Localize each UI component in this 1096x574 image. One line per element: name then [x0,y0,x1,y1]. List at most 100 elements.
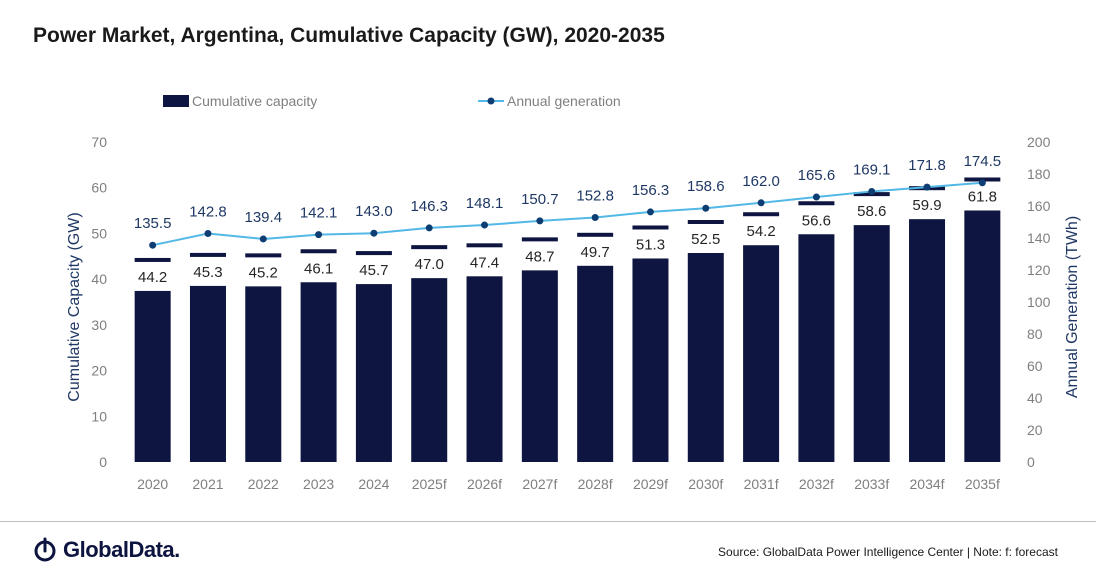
generation-data-label: 158.6 [687,178,725,195]
globaldata-logo-icon [34,537,56,562]
generation-point [149,241,157,249]
capacity-data-label: 49.7 [581,244,610,261]
capacity-data-label: 45.2 [249,264,278,281]
generation-point [646,208,654,216]
y2-tick-label: 200 [1027,134,1051,150]
capacity-data-label: 56.6 [802,212,831,229]
x-tick-label: 2028f [578,476,613,492]
capacity-bar [853,225,890,462]
chart-title: Power Market, Argentina, Cumulative Capa… [33,24,665,47]
generation-data-label: 146.3 [410,198,448,215]
y2-tick-label: 180 [1027,166,1051,182]
generation-data-label: 165.6 [798,167,836,184]
globaldata-logo: GlobalData. [33,537,180,563]
capacity-bar [245,286,282,462]
generation-point [370,229,378,237]
combo-chart: 0 10 20 30 40 50 60 70 0 20 40 60 80 100 120 140 160 180 2… [66,93,1081,492]
capacity-data-label: 46.1 [304,260,333,277]
generation-point [812,193,820,201]
capacity-data-label: 44.2 [138,269,167,286]
generation-data-label: 162.0 [742,173,780,190]
capacity-bar [134,290,171,462]
generation-point [204,230,212,238]
capacity-bar [743,245,780,462]
x-tick-label: 2022 [248,476,279,492]
y-tick-label: 60 [91,180,107,196]
generation-point [591,214,599,222]
capacity-bar [355,284,392,462]
x-tick-label: 2023 [303,476,334,492]
capacity-marker [300,249,337,254]
capacity-data-label: 48.7 [525,248,554,265]
generation-data-label: 148.1 [466,195,504,212]
capacity-bar [964,210,1001,462]
capacity-data-label: 58.6 [857,203,886,220]
capacity-bar [300,282,337,462]
x-tick-label: 2029f [633,476,668,492]
capacity-marker [466,243,503,248]
generation-data-label: 152.8 [576,188,614,205]
capacity-bar [189,285,226,462]
generation-point [536,217,544,225]
generation-line [152,181,983,247]
x-tick-label: 2035f [965,476,1000,492]
generation-point [868,187,876,195]
capacity-data-label: 51.3 [636,236,665,253]
generation-point [315,231,323,239]
generation-data-label: 142.1 [300,205,338,222]
logo-text: GlobalData. [63,537,180,562]
x-tick-label: 2021 [192,476,223,492]
y-tick-label: 20 [91,363,107,379]
y2-tick-label: 20 [1027,422,1043,438]
capacity-marker [577,232,614,237]
y2-tick-label: 60 [1027,358,1043,374]
generation-data-label: 156.3 [632,182,670,199]
generation-point [978,179,986,187]
capacity-bar [798,234,835,462]
capacity-marker [355,251,392,256]
capacity-bar [521,270,558,462]
capacity-marker [687,220,724,224]
y-tick-label: 50 [91,225,107,241]
capacity-bar [411,278,448,462]
generation-point [259,235,267,243]
capacity-marker [245,253,282,258]
x-tick-label: 2033f [854,476,889,492]
capacity-data-label: 54.2 [746,223,775,240]
y2-tick-label: 100 [1027,294,1051,310]
x-tick-label: 2024 [358,476,389,492]
capacity-bar [909,219,946,462]
y2-tick-label: 120 [1027,262,1051,278]
y-tick-label: 70 [91,134,107,150]
y-tick-label: 0 [99,454,107,470]
y-tick-label: 10 [91,408,107,424]
generation-data-label: 169.1 [853,161,891,178]
x-tick-label: 2031f [744,476,779,492]
capacity-data-label: 47.0 [415,256,444,273]
capacity-marker [743,212,780,217]
y2-tick-label: 40 [1027,390,1043,406]
generation-data-label: 171.8 [908,157,946,174]
capacity-marker [134,257,171,262]
generation-data-label: 142.8 [189,204,227,221]
legend-capacity-swatch [163,95,189,107]
legend-generation-marker [487,97,495,105]
generation-point [702,204,710,212]
x-tick-label: 2027f [522,476,557,492]
y-tick-label: 40 [91,271,107,287]
capacity-marker [521,237,558,242]
y2-tick-label: 80 [1027,326,1043,342]
capacity-data-label: 47.4 [470,254,499,271]
source-note: Source: GlobalData Power Intelligence Ce… [718,545,1058,559]
generation-point [757,199,765,207]
x-tick-label: 2025f [412,476,447,492]
capacity-data-label: 61.8 [968,188,997,205]
capacity-data-label: 59.9 [912,197,941,214]
capacity-data-label: 45.3 [193,264,222,281]
x-tick-label: 2034f [910,476,945,492]
capacity-bar [577,265,614,462]
footer-divider [0,521,1096,522]
y2-axis-title: Annual Generation (TWh) [1064,216,1081,398]
capacity-bar [687,253,724,462]
capacity-bar [632,258,669,462]
